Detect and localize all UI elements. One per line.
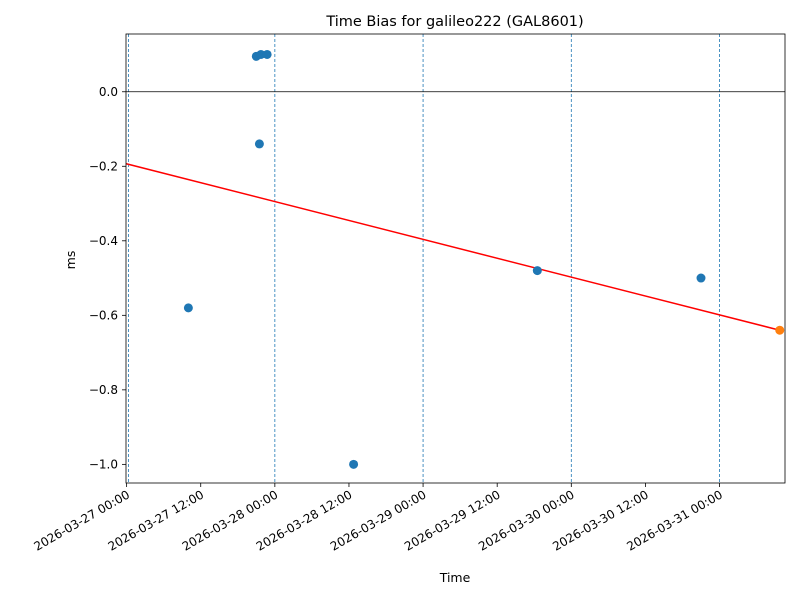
- data-point-s0-6: [532, 266, 542, 276]
- y-tick-label-5: 0.0: [99, 85, 118, 99]
- y-tick-label-1: −0.8: [89, 383, 118, 397]
- y-tick-label-3: −0.4: [89, 234, 118, 248]
- data-point-s1-0: [775, 325, 785, 335]
- data-point-s0-7: [696, 273, 706, 283]
- plot-frame: [125, 33, 786, 484]
- data-point-s0-5: [349, 459, 359, 469]
- data-point-s0-4: [262, 49, 272, 59]
- data-point-s0-3: [256, 49, 266, 59]
- y-tick-label-2: −0.6: [89, 308, 118, 322]
- data-point-s0-0: [183, 303, 193, 313]
- x-axis-label: Time: [439, 570, 471, 585]
- y-tick-label-4: −0.2: [89, 159, 118, 173]
- data-point-s0-2: [254, 139, 264, 149]
- y-axis-label: ms: [63, 251, 78, 270]
- chart-title: Time Bias for galileo222 (GAL8601): [325, 14, 583, 30]
- y-tick-label-0: −1.0: [89, 457, 118, 471]
- trend-line: [125, 162, 780, 331]
